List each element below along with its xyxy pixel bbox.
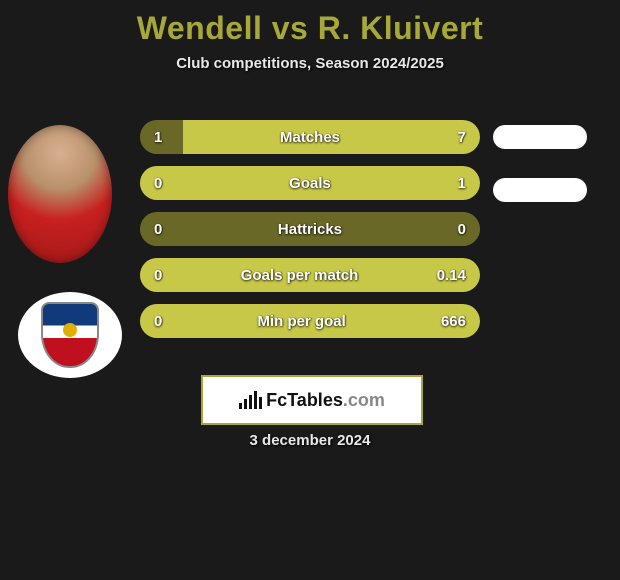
- stat-value-right: 0: [458, 221, 466, 238]
- stat-value-left: 0: [154, 221, 162, 238]
- stat-value-left: 1: [154, 129, 162, 146]
- stat-value-left: 0: [154, 267, 162, 284]
- fctables-text: FcTables.com: [266, 390, 385, 411]
- stat-label: Matches: [162, 129, 457, 146]
- side-pill: [493, 125, 587, 149]
- porto-crest-icon: [41, 302, 99, 368]
- stat-value-left: 0: [154, 175, 162, 192]
- stat-value-left: 0: [154, 313, 162, 330]
- player-avatar: [8, 125, 112, 263]
- subtitle: Club competitions, Season 2024/2025: [0, 55, 620, 72]
- stat-value-right: 1: [458, 175, 466, 192]
- stat-row: 0Goals per match0.14: [140, 258, 480, 292]
- date-text: 3 december 2024: [0, 432, 620, 449]
- side-pill: [493, 178, 587, 202]
- stat-label: Goals per match: [162, 267, 436, 284]
- stats-panel: 1Matches70Goals10Hattricks00Goals per ma…: [140, 120, 480, 350]
- stat-row: 0Goals1: [140, 166, 480, 200]
- stat-value-right: 666: [441, 313, 466, 330]
- club-badge: [18, 292, 122, 378]
- stat-row: 0Min per goal666: [140, 304, 480, 338]
- stat-label: Min per goal: [162, 313, 441, 330]
- page-title: Wendell vs R. Kluivert: [0, 0, 620, 47]
- stat-label: Goals: [162, 175, 457, 192]
- fctables-badge[interactable]: FcTables.com: [201, 375, 423, 425]
- stat-value-right: 7: [458, 129, 466, 146]
- fctables-bars-icon: [239, 391, 262, 409]
- comparison-card: Wendell vs R. Kluivert Club competitions…: [0, 0, 620, 580]
- stat-row: 1Matches7: [140, 120, 480, 154]
- stat-row: 0Hattricks0: [140, 212, 480, 246]
- stat-value-right: 0.14: [437, 267, 466, 284]
- stat-label: Hattricks: [162, 221, 457, 238]
